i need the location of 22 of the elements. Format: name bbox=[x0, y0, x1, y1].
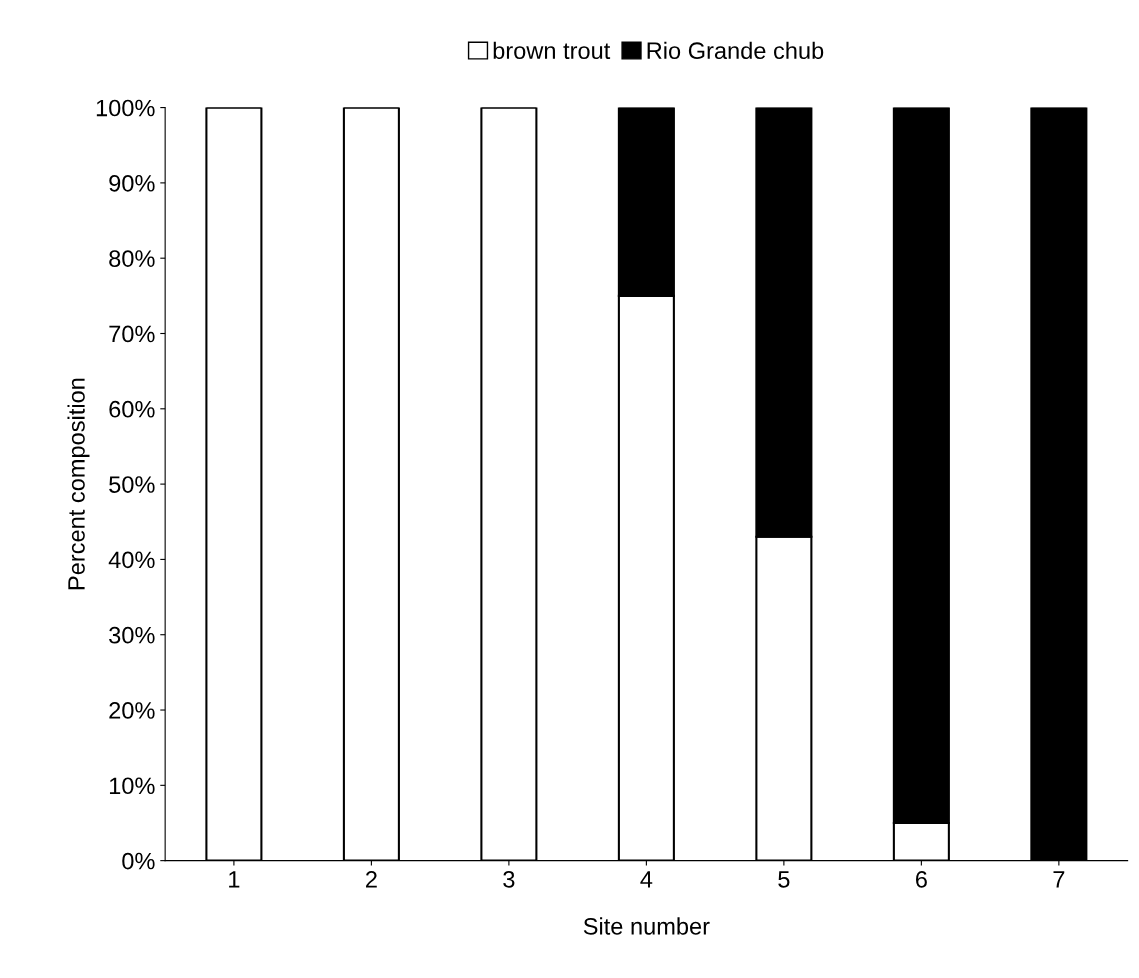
legend-label: brown trout bbox=[493, 41, 611, 60]
y-tick-label: 30% bbox=[109, 626, 155, 644]
y-tick-label: 90% bbox=[109, 174, 155, 192]
y-tick-label: 70% bbox=[109, 325, 155, 343]
y-tick-label: 20% bbox=[109, 702, 155, 719]
y-tick-label: 100% bbox=[96, 99, 155, 117]
x-tick-label: 1 bbox=[229, 871, 240, 888]
y-tick-label: 80% bbox=[109, 250, 155, 267]
x-axis-title: Site number bbox=[583, 917, 710, 935]
x-tick-label: 7 bbox=[1053, 871, 1065, 888]
x-tick-label: 3 bbox=[503, 870, 515, 888]
y-axis-title: Percent composition bbox=[67, 378, 90, 590]
x-tick-label: 4 bbox=[640, 871, 653, 888]
legend-label: Rio Grande chub bbox=[647, 41, 824, 60]
y-tick-label: 10% bbox=[109, 777, 155, 795]
x-tick-label: 2 bbox=[366, 870, 377, 888]
y-tick-label: 0% bbox=[122, 852, 155, 870]
y-tick-label: 50% bbox=[109, 476, 155, 493]
y-tick-label: 60% bbox=[109, 400, 155, 418]
y-tick-label: 40% bbox=[108, 551, 155, 569]
x-tick-label: 6 bbox=[916, 870, 927, 888]
x-tick-label: 5 bbox=[778, 871, 790, 888]
